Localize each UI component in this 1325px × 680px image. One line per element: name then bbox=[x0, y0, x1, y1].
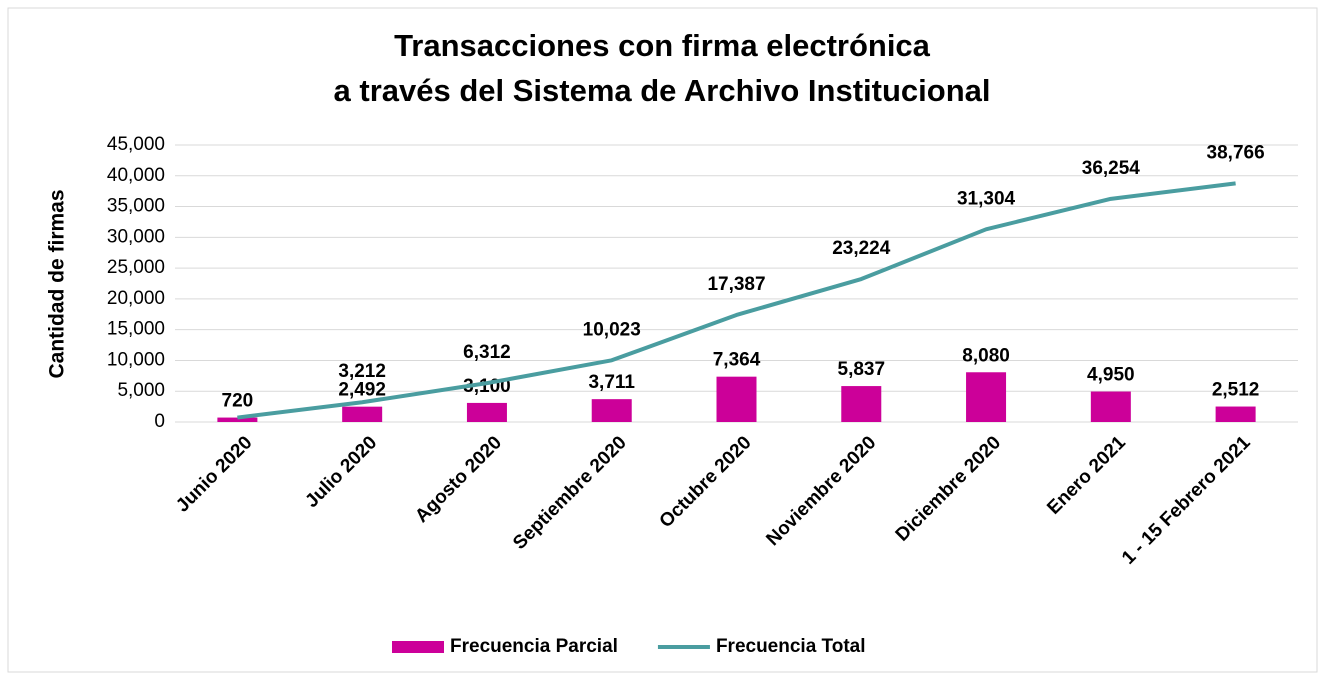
data-label: 23,224 bbox=[832, 238, 891, 259]
y-axis-label: Cantidad de firmas bbox=[46, 189, 69, 378]
data-label: 36,254 bbox=[1082, 158, 1141, 179]
bar bbox=[966, 372, 1007, 422]
data-label: 4,950 bbox=[1087, 365, 1135, 386]
y-tick-label: 20,000 bbox=[107, 288, 165, 309]
bar bbox=[1215, 406, 1256, 422]
data-label: 38,766 bbox=[1207, 142, 1265, 163]
data-label: 7,364 bbox=[713, 350, 761, 371]
data-label: 720 bbox=[222, 391, 254, 412]
y-tick-label: 30,000 bbox=[107, 226, 165, 247]
y-tick-label: 10,000 bbox=[107, 349, 165, 370]
data-label: 3,711 bbox=[588, 372, 635, 393]
bar bbox=[1090, 391, 1131, 422]
y-tick-label: 0 bbox=[154, 411, 165, 432]
data-label: 6,312 bbox=[463, 342, 511, 363]
chart-title: Transacciones con firma electrónica bbox=[394, 28, 931, 63]
y-tick-label: 40,000 bbox=[107, 165, 165, 186]
data-label: 31,304 bbox=[957, 188, 1016, 209]
chart-title: a través del Sistema de Archivo Instituc… bbox=[334, 73, 991, 108]
data-label: 5,837 bbox=[838, 359, 886, 380]
legend-label: Frecuencia Parcial bbox=[450, 636, 618, 657]
y-tick-label: 45,000 bbox=[107, 134, 165, 155]
bar bbox=[466, 402, 507, 422]
y-tick-label: 35,000 bbox=[107, 196, 165, 217]
data-label: 8,080 bbox=[962, 345, 1010, 366]
bar bbox=[342, 406, 383, 422]
data-label: 17,387 bbox=[707, 274, 765, 295]
bar bbox=[716, 376, 757, 422]
data-label: 2,492 bbox=[338, 380, 386, 401]
data-label: 3,212 bbox=[338, 361, 386, 382]
bar bbox=[841, 386, 882, 422]
y-tick-label: 15,000 bbox=[107, 319, 165, 340]
legend-swatch bbox=[392, 641, 444, 653]
data-label: 10,023 bbox=[583, 319, 641, 340]
y-tick-label: 5,000 bbox=[117, 380, 165, 401]
line bbox=[237, 181, 1236, 420]
data-label: 2,512 bbox=[1212, 380, 1260, 401]
y-tick-label: 25,000 bbox=[107, 257, 165, 278]
bar bbox=[217, 417, 258, 422]
bar bbox=[591, 399, 632, 422]
legend-label: Frecuencia Total bbox=[716, 636, 866, 657]
